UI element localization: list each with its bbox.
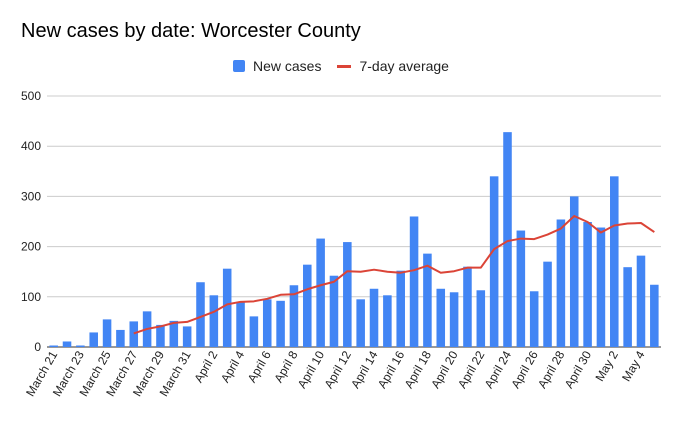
y-tick-label: 0 <box>34 340 41 354</box>
bar-new-cases <box>182 326 192 347</box>
bar-new-cases <box>129 321 139 347</box>
bar-new-cases <box>222 268 232 347</box>
bar-new-cases <box>343 242 352 347</box>
bar-new-cases <box>449 292 459 347</box>
x-tick-label: May 2 <box>592 348 621 384</box>
bar-new-cases <box>76 345 85 347</box>
legend-label-new-cases: New cases <box>253 58 322 74</box>
bar-new-cases <box>356 299 365 347</box>
bar-new-cases <box>156 324 165 347</box>
x-tick-label: April 6 <box>245 348 274 385</box>
chart-title: New cases by date: Worcester County <box>21 20 361 42</box>
bar-new-cases <box>529 291 539 347</box>
bar-new-cases <box>489 176 499 347</box>
bar-new-cases <box>369 288 379 347</box>
x-tick-label: April 2 <box>191 348 220 385</box>
bar-new-cases <box>503 132 512 347</box>
bar-new-cases <box>556 219 566 347</box>
bar-new-cases <box>636 255 646 347</box>
bar-new-cases <box>610 176 619 347</box>
legend-label-7-day-average: 7-day average <box>359 58 449 74</box>
bar-new-cases <box>116 329 125 347</box>
legend-item-new-cases: New cases <box>233 58 321 74</box>
y-tick-label: 300 <box>21 189 41 203</box>
bar-new-cases <box>49 345 58 347</box>
bar-new-cases <box>396 270 405 347</box>
bar-new-cases <box>383 295 392 347</box>
bar-new-cases <box>650 284 659 347</box>
bar-new-cases <box>262 299 272 347</box>
bar-new-cases <box>583 222 592 347</box>
legend-item-7-day-average: 7-day average <box>337 58 449 74</box>
bar-new-cases <box>463 266 472 347</box>
x-tick-label: May 4 <box>619 348 648 384</box>
bar-new-cases <box>169 320 179 347</box>
y-tick-label: 500 <box>21 89 41 103</box>
bar-new-cases <box>62 341 72 347</box>
bar-new-cases <box>423 253 432 347</box>
bar-new-cases <box>303 264 312 347</box>
bar-new-cases <box>276 300 285 347</box>
bar-new-cases <box>623 267 632 347</box>
bar-new-cases <box>569 196 579 347</box>
bar-new-cases <box>236 302 245 347</box>
y-tick-label: 200 <box>21 240 41 254</box>
x-tick-label: April 30 <box>562 348 595 391</box>
bar-new-cases <box>316 238 325 347</box>
bar-new-cases <box>543 261 552 347</box>
bar-new-cases <box>249 316 259 347</box>
bar-new-cases <box>329 275 339 347</box>
bar-new-cases <box>596 227 606 347</box>
bar-new-cases <box>516 230 526 347</box>
y-tick-label: 100 <box>21 290 41 304</box>
bar-new-cases <box>102 319 112 347</box>
bar-new-cases <box>476 290 486 347</box>
bar-new-cases <box>409 216 419 347</box>
bar-new-cases <box>289 285 299 347</box>
y-tick-label: 400 <box>21 139 41 153</box>
bar-new-cases <box>436 288 446 347</box>
legend-swatch-new-cases <box>233 60 245 72</box>
x-tick-label: April 4 <box>218 348 247 385</box>
line-7-day-average <box>133 214 655 335</box>
legend-swatch-7-day-average <box>337 64 352 68</box>
bar-new-cases <box>196 282 205 347</box>
legend: New cases 7-day average <box>0 58 682 74</box>
bar-new-cases <box>89 332 98 347</box>
bar-new-cases <box>209 295 219 347</box>
